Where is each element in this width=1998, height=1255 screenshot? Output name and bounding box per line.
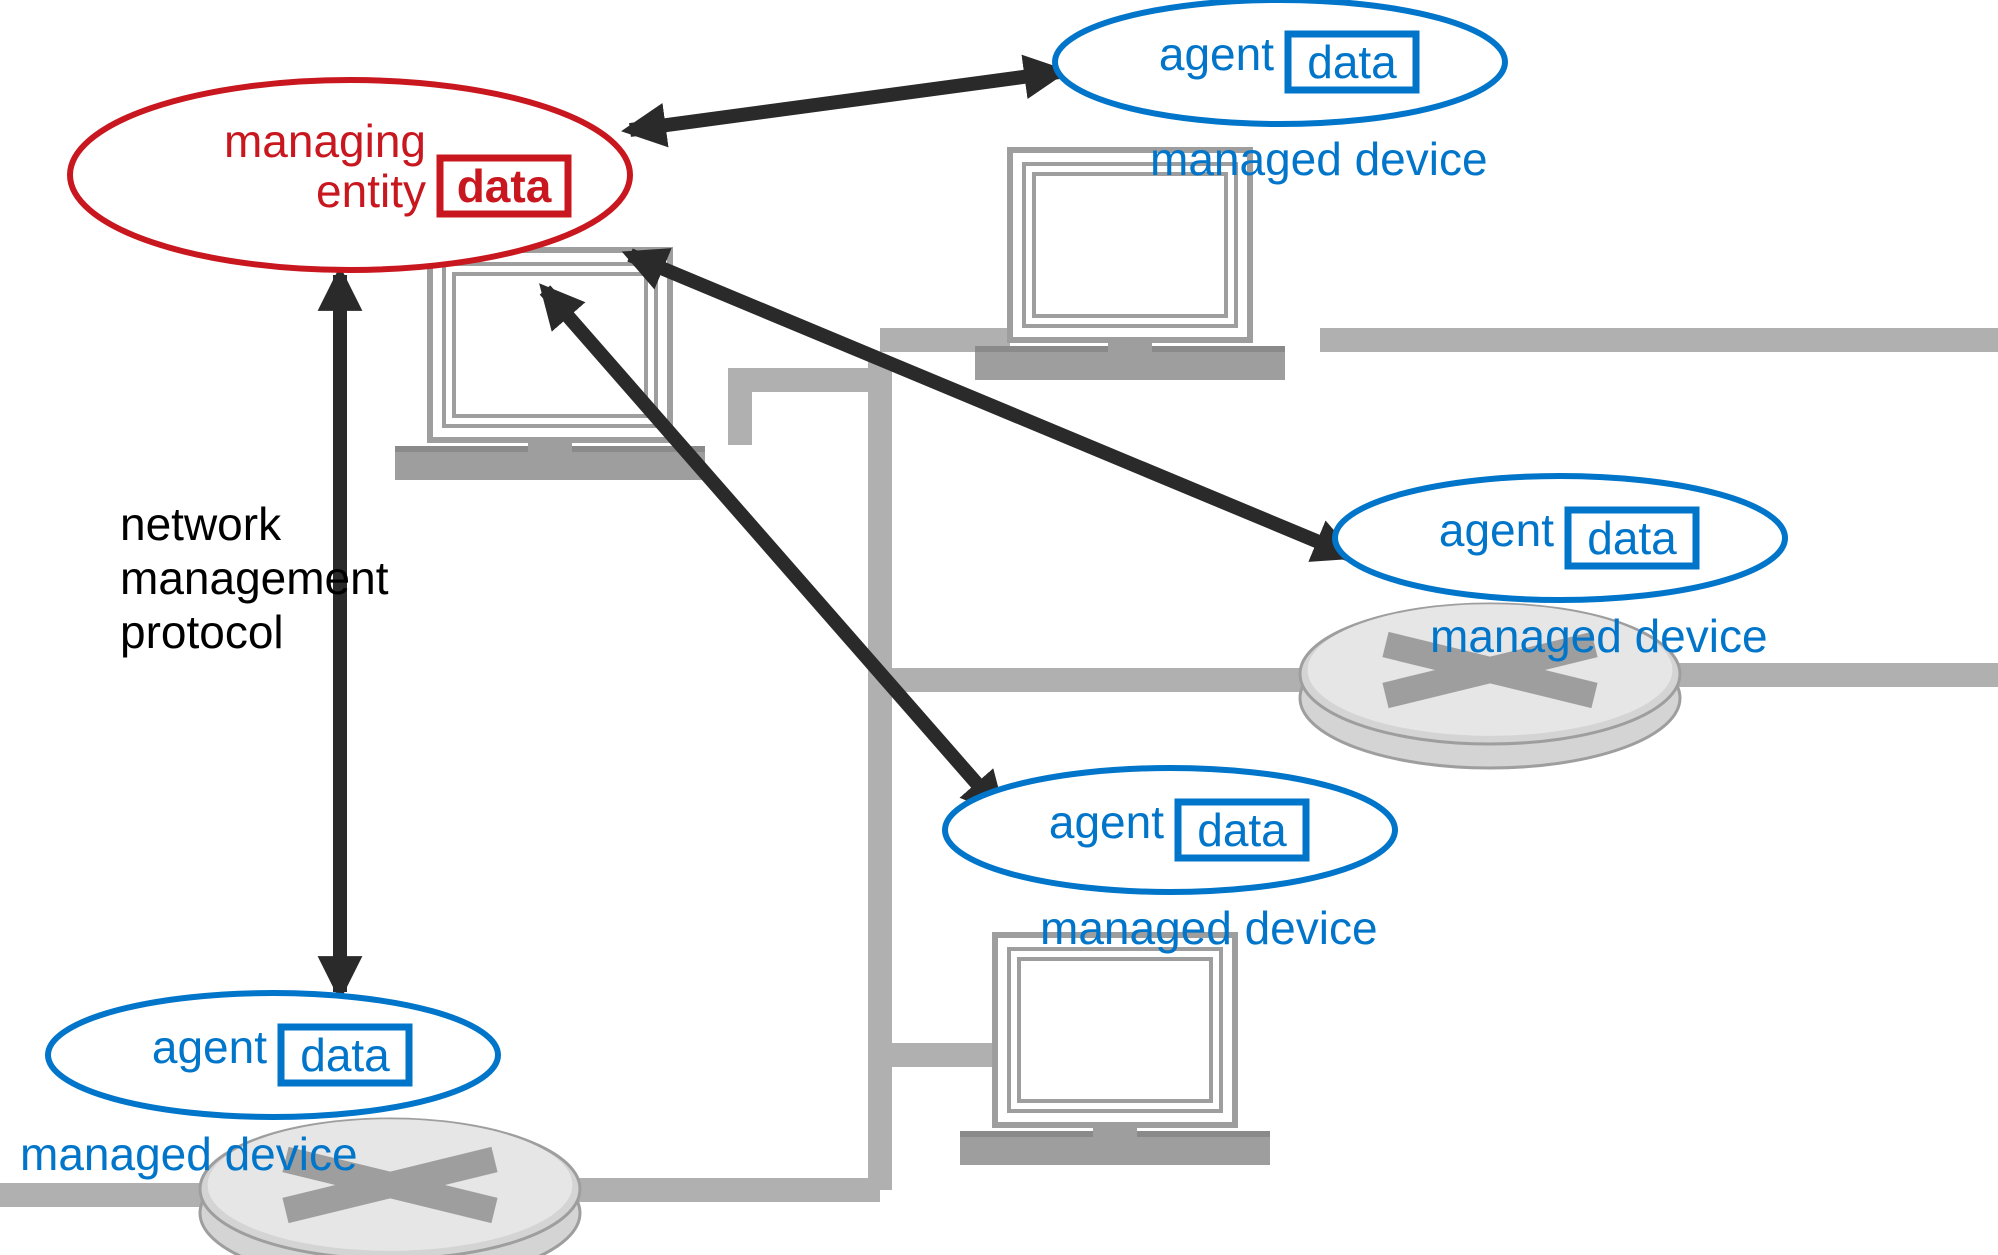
protocol-label: management xyxy=(120,552,389,604)
data-label: data xyxy=(1197,804,1287,856)
managed-device-label: managed device xyxy=(20,1128,358,1180)
data-label: data xyxy=(457,160,552,212)
agent-bottom: agent data xyxy=(48,993,498,1117)
managed-device-label: managed device xyxy=(1040,902,1378,954)
agent-top: agent data xyxy=(1055,0,1505,124)
agent-right-label: agent xyxy=(1439,504,1554,556)
managing-entity-label: entity xyxy=(316,165,426,217)
managing-entity: managingentity data xyxy=(70,80,630,270)
managed-device-label: managed device xyxy=(1430,610,1768,662)
data-label: data xyxy=(1307,36,1397,88)
protocol-label: network xyxy=(120,498,282,550)
agent-mid-label: agent xyxy=(1049,796,1164,848)
data-label: data xyxy=(300,1029,390,1081)
protocol-label: protocol xyxy=(120,606,284,658)
computer-icon xyxy=(395,250,705,480)
computer-icon xyxy=(960,935,1270,1165)
cable xyxy=(740,380,880,445)
managing-entity-label: managing xyxy=(224,115,426,167)
managed-device-label: managed device xyxy=(1150,133,1488,185)
agent-top-label: agent xyxy=(1159,28,1274,80)
double-arrow xyxy=(630,72,1060,130)
data-label: data xyxy=(1587,512,1677,564)
agent-mid: agent data xyxy=(945,768,1395,892)
agent-bottom-label: agent xyxy=(152,1021,267,1073)
agent-right: agent data xyxy=(1335,476,1785,600)
